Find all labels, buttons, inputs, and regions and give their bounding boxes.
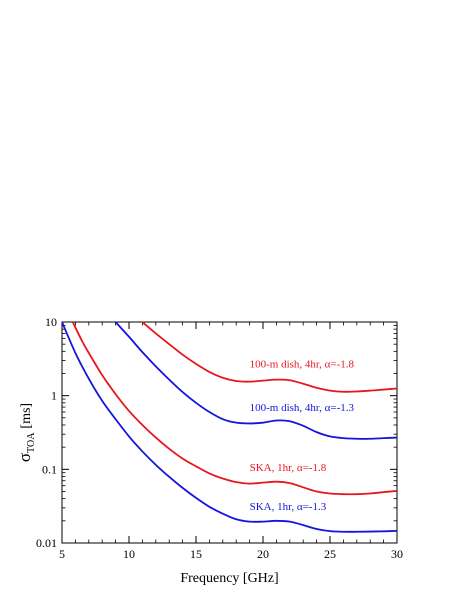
y-axis-subscript: TOA xyxy=(26,432,37,453)
plot-frame xyxy=(61,321,398,544)
series-line xyxy=(114,321,398,440)
x-tick-label: 20 xyxy=(257,547,269,561)
series-label: 100-m dish, 4hr, α=-1.3 xyxy=(250,402,355,414)
series-label: SKA, 1hr, α=-1.3 xyxy=(250,501,327,513)
series-labels: 100-m dish, 4hr, α=-1.8 100-m dish, 4hr, … xyxy=(250,359,355,513)
y-tick-label: 10 xyxy=(45,315,57,329)
ticks: 5 10 15 20 25 30 0.01 0.1 1 10 xyxy=(36,315,403,561)
series-lines xyxy=(61,321,398,533)
series-line xyxy=(61,321,398,533)
y-tick-label: 1 xyxy=(51,389,57,403)
x-tick-label: 15 xyxy=(190,547,202,561)
y-axis-symbol: σ xyxy=(15,453,34,462)
y-tick-label: 0.1 xyxy=(42,462,57,476)
x-tick-label: 30 xyxy=(391,547,403,561)
x-tick-label: 5 xyxy=(59,547,65,561)
series-label: SKA, 1hr, α=-1.8 xyxy=(250,462,327,474)
x-axis-title: Frequency [GHz] xyxy=(180,571,278,586)
y-tick-label: 0.01 xyxy=(36,536,57,550)
series-line xyxy=(141,321,398,393)
series-line xyxy=(71,321,398,496)
y-axis-title: σTOA [ms] xyxy=(15,403,37,462)
x-tick-label: 25 xyxy=(324,547,336,561)
x-tick-label: 10 xyxy=(123,547,135,561)
y-axis-unit: [ms] xyxy=(19,403,34,429)
series-label: 100-m dish, 4hr, α=-1.8 xyxy=(250,359,355,371)
